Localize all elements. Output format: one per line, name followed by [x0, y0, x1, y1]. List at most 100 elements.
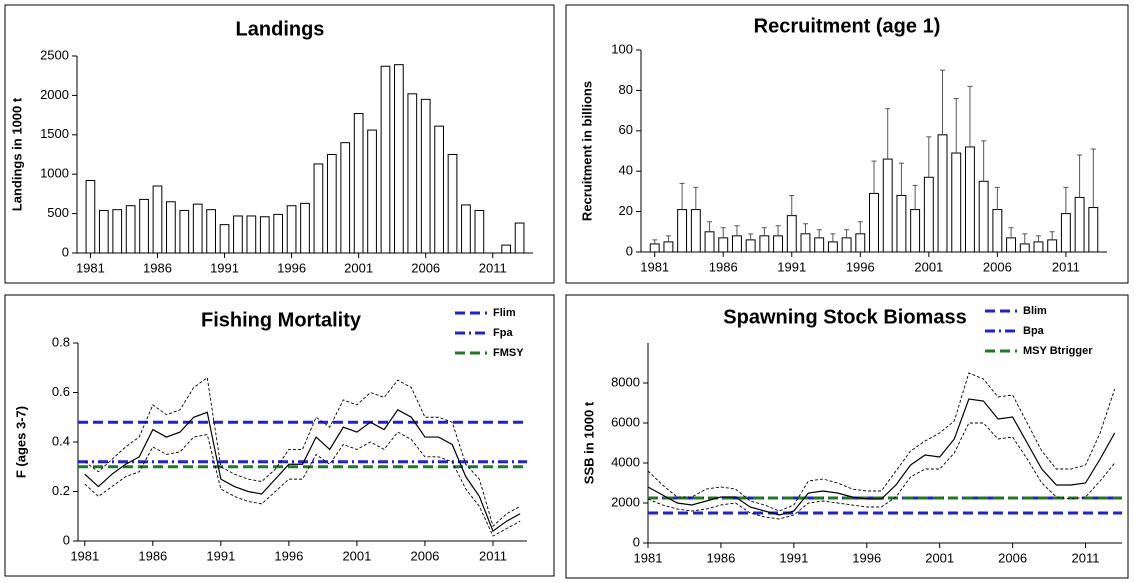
error-bar — [1090, 148, 1096, 208]
x-tick-label: 2001 — [344, 260, 373, 275]
bar — [773, 235, 784, 253]
bar — [649, 243, 660, 253]
bar — [855, 233, 866, 253]
chart-title: Fishing Mortality — [201, 309, 362, 331]
error-bar — [1022, 233, 1028, 244]
bar — [152, 185, 163, 254]
chart-panel: Fishing Mortality F (ages 3-7) 0 0.2 0.4 0.6 0… — [4, 294, 555, 577]
error-bar — [748, 233, 754, 240]
confidence-line — [647, 372, 1116, 512]
bar — [745, 239, 756, 253]
x-tick-label: 1996 — [274, 548, 303, 563]
legend-label: FMSY — [493, 347, 524, 359]
x-tick-label: 2006 — [410, 548, 439, 563]
confidence-line — [647, 422, 1116, 520]
bar — [1033, 241, 1044, 253]
bar — [759, 235, 770, 253]
x-tick-label: 2006 — [983, 259, 1012, 274]
x-tick-label: 1996 — [846, 259, 875, 274]
chart-panel: Recruitment (age 1) Recruitment in billio… — [565, 4, 1129, 284]
bar — [447, 154, 458, 254]
bar — [964, 146, 975, 253]
confidence-line — [84, 431, 521, 537]
error-bar — [871, 160, 877, 194]
error-bar — [789, 194, 795, 216]
error-bar — [1049, 231, 1055, 240]
x-tick-label: 1986 — [143, 260, 172, 275]
bar — [1088, 207, 1099, 253]
bar — [910, 209, 921, 253]
bar — [814, 237, 825, 253]
y-tick-label: 8000 — [611, 374, 640, 389]
bar — [273, 213, 284, 254]
bar — [718, 237, 729, 253]
bar — [896, 194, 907, 253]
error-bar — [953, 97, 959, 154]
y-tick-label: 0.8 — [52, 334, 70, 349]
chart-panel: Landings Landings in 1000 t 0 500 1000 1500 20… — [4, 4, 555, 284]
error-bar — [967, 85, 973, 147]
bar — [259, 216, 270, 254]
bar — [1074, 196, 1085, 253]
error-bar — [857, 221, 863, 234]
y-tick-label: 0 — [63, 532, 70, 547]
bar — [340, 142, 351, 254]
bar — [1047, 239, 1058, 253]
bar — [1019, 243, 1030, 253]
bar — [233, 215, 243, 254]
legend-label: Flim — [493, 307, 516, 319]
error-bar — [1063, 186, 1069, 214]
error-bar — [802, 223, 808, 234]
x-tick-label: 2011 — [479, 260, 507, 275]
bar — [704, 231, 715, 253]
error-bar — [1035, 235, 1041, 242]
x-tick-label: 1991 — [779, 550, 808, 565]
y-tick-label: 80 — [619, 82, 633, 97]
y-tick-label: 0.4 — [52, 433, 70, 448]
bar — [827, 241, 838, 253]
bar — [1060, 213, 1071, 253]
bar — [992, 209, 1003, 253]
error-bar — [720, 227, 726, 238]
error-bar — [912, 184, 918, 210]
bar — [677, 209, 688, 253]
error-bar — [775, 225, 781, 236]
bar — [246, 215, 257, 254]
x-tick-label: 2011 — [479, 548, 507, 563]
bar — [394, 64, 404, 254]
x-tick-label: 1991 — [777, 259, 806, 274]
error-bar — [761, 227, 767, 236]
y-tick-label: 100 — [611, 41, 633, 56]
bar — [112, 209, 123, 254]
error-bar — [844, 229, 850, 238]
bar — [407, 93, 418, 254]
y-tick-label: 2000 — [611, 494, 640, 509]
x-tick-label: 1986 — [709, 259, 738, 274]
y-tick-label: 6000 — [611, 414, 640, 429]
bar — [951, 152, 962, 253]
x-tick-label: 1981 — [70, 548, 99, 563]
bar — [501, 244, 512, 254]
x-tick-label: 1996 — [852, 550, 881, 565]
bar — [978, 180, 989, 253]
x-tick-label: 2001 — [925, 550, 954, 565]
bar — [166, 201, 176, 254]
y-tick-label: 1500 — [40, 126, 69, 141]
error-bar — [940, 69, 946, 135]
bar — [663, 241, 674, 253]
y-axis-label: Landings in 1000 t — [9, 97, 24, 211]
bar — [326, 154, 337, 254]
error-bar — [816, 229, 822, 238]
panel-border — [4, 294, 555, 577]
y-axis-label: Recruitment in billions — [579, 81, 594, 221]
bar — [420, 98, 431, 254]
bar — [731, 235, 742, 253]
legend-label: Blim — [1023, 305, 1047, 317]
error-bar — [885, 108, 891, 160]
bar — [380, 65, 391, 254]
error-bar — [994, 186, 1000, 210]
bar — [786, 215, 797, 253]
y-tick-label: 0 — [62, 244, 69, 259]
bar — [286, 205, 297, 254]
